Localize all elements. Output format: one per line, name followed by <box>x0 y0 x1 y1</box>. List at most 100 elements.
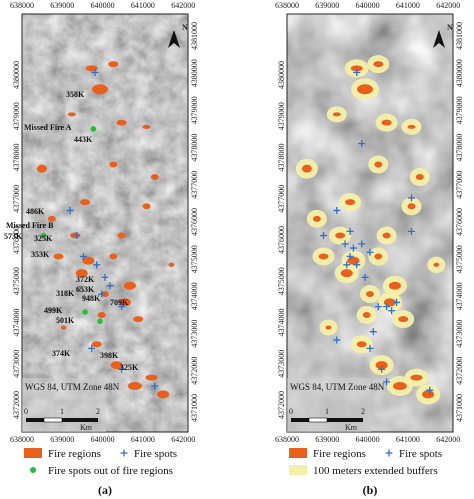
fire-spot <box>346 227 354 235</box>
fire-region <box>117 232 126 239</box>
fire-region <box>381 119 392 126</box>
fire-region <box>356 341 367 348</box>
x-tick-label-top: 640000 <box>356 1 380 10</box>
fire-spot <box>120 449 128 457</box>
fire-spot <box>383 378 391 386</box>
x-tick-label-top: 638000 <box>275 1 299 10</box>
spot-annotation: 353K <box>31 250 50 259</box>
fire-spot <box>118 303 126 311</box>
y-tick-label-left: 4376000 <box>277 226 286 254</box>
fire-region <box>92 84 109 95</box>
fire-region <box>157 390 170 399</box>
y-tick-label-right: 4374000 <box>455 282 464 310</box>
y-tick-label-right: 4379000 <box>190 96 199 124</box>
y-tick-label-right: 4376000 <box>190 208 199 236</box>
fire-region <box>85 65 98 72</box>
fire-spot <box>358 140 366 148</box>
y-tick-label-right: 4377000 <box>455 171 464 199</box>
fire-region <box>97 311 106 318</box>
map-area <box>287 14 453 432</box>
map-panel: 638000 638000 639000 639000 640000 640000 6410… <box>275 1 464 497</box>
x-tick-label-bottom: 638000 <box>10 435 34 444</box>
x-tick-label-top: 641000 <box>396 1 420 10</box>
y-tick-label-left: 4377000 <box>277 185 286 213</box>
legend-label: 100 meters extended buffers <box>313 465 438 477</box>
scale-bar-black <box>291 418 309 422</box>
x-tick-label-top: 641000 <box>131 1 155 10</box>
map-area <box>22 14 188 432</box>
y-tick-label-left: 4372000 <box>12 391 21 419</box>
fire-region <box>362 311 371 318</box>
fire-region <box>347 256 360 265</box>
y-tick-label-right: 4371000 <box>190 394 199 422</box>
fire-spot <box>388 307 396 315</box>
fire-region <box>373 61 384 68</box>
fire-spot <box>106 282 114 290</box>
spot-annotation: Missed Fire A <box>24 123 72 132</box>
fire-spot <box>358 240 366 248</box>
spot-annotation: 653K <box>76 285 95 294</box>
north-label: N <box>447 23 453 32</box>
inset-box <box>22 378 106 432</box>
spot-annotation: 499K <box>44 306 63 315</box>
y-tick-label-right: 4372000 <box>455 357 464 385</box>
scale-bar-black <box>327 418 363 422</box>
spot-annotation: 372K <box>76 275 95 284</box>
fire-region <box>301 164 312 173</box>
y-tick-label-right: 4380000 <box>190 59 199 87</box>
fire-region <box>357 84 374 95</box>
legend-label: Fire spots <box>134 448 177 460</box>
legend-label: Fire regions <box>48 448 101 460</box>
y-tick-label-right: 4377000 <box>190 171 199 199</box>
fire-region <box>312 215 321 222</box>
y-tick-label-left: 4378000 <box>12 144 21 172</box>
fire-spot <box>369 328 377 336</box>
fire-spot <box>346 252 354 260</box>
spot-annotation: 573K <box>4 232 23 241</box>
fire-spot <box>341 240 349 248</box>
y-tick-label-left: 4379000 <box>277 102 286 130</box>
fire-region <box>375 361 388 370</box>
fire-region <box>123 281 136 290</box>
spot-annotation: 325K <box>120 363 139 372</box>
missed-spot <box>40 232 47 239</box>
fire-region <box>127 382 142 391</box>
fire-spot <box>408 194 415 202</box>
x-tick-label-top: 639000 <box>50 1 74 10</box>
y-tick-label-left: 4380000 <box>12 61 21 89</box>
north-arrow <box>433 30 445 48</box>
missed-spot <box>90 126 97 132</box>
fire-spot <box>378 365 386 373</box>
fire-spot <box>366 344 374 352</box>
y-tick-label-right: 4379000 <box>455 96 464 124</box>
fire-spot <box>393 298 401 306</box>
fire-spot <box>101 273 109 281</box>
fire-spot <box>151 382 159 390</box>
fire-region <box>410 374 423 381</box>
fire-region <box>36 164 47 173</box>
fire-region <box>142 203 151 210</box>
y-tick-label-right: 4375000 <box>190 245 199 273</box>
north-label: N <box>182 23 188 32</box>
y-tick-label-left: 4375000 <box>277 267 286 295</box>
fire-spot <box>73 232 81 240</box>
y-tick-label-left: 4374000 <box>277 309 286 337</box>
fire-region <box>53 253 64 260</box>
y-tick-label-left: 4376000 <box>12 226 21 254</box>
fire-region <box>325 325 332 330</box>
y-tick-label-left: 4373000 <box>277 350 286 378</box>
y-tick-label-left: 4373000 <box>12 350 21 378</box>
y-tick-label-left: 4372000 <box>277 391 286 419</box>
fire-spot <box>333 206 341 214</box>
fire-region <box>60 325 67 330</box>
y-tick-label-left: 4380000 <box>277 61 286 89</box>
fire-region <box>415 174 424 181</box>
y-tick-label-left: 4374000 <box>12 309 21 337</box>
fire-region <box>133 316 144 323</box>
fire-region <box>388 281 401 290</box>
x-tick-label-bottom: 642000 <box>436 435 460 444</box>
fire-spot <box>79 252 87 260</box>
inset-box <box>287 378 371 432</box>
fire-spot <box>343 261 351 269</box>
y-tick-label-right: 4375000 <box>455 245 464 273</box>
